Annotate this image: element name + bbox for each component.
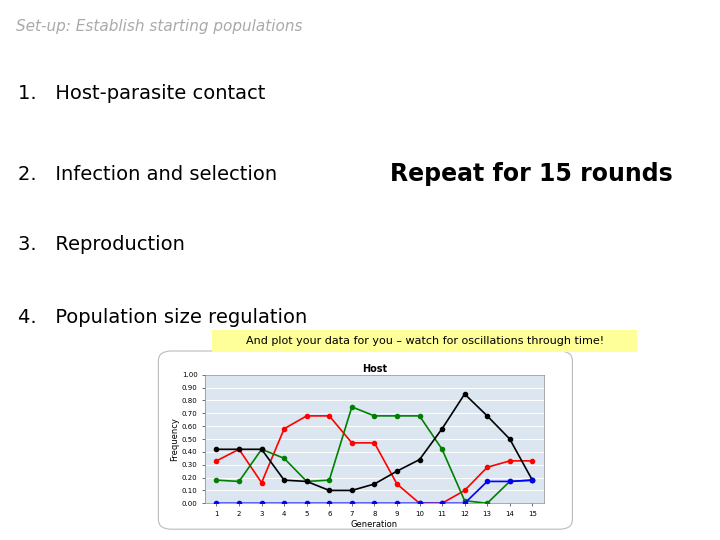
X-axis label: Generation: Generation	[351, 519, 398, 529]
Y-axis label: Frequency: Frequency	[170, 417, 179, 461]
Text: Repeat for 15 rounds: Repeat for 15 rounds	[390, 162, 673, 186]
Text: 2.   Infection and selection: 2. Infection and selection	[18, 165, 277, 184]
Text: 1.   Host-parasite contact: 1. Host-parasite contact	[18, 84, 266, 103]
Text: And plot your data for you – watch for oscillations through time!: And plot your data for you – watch for o…	[246, 336, 604, 346]
Text: 3.   Reproduction: 3. Reproduction	[18, 235, 185, 254]
Text: 4.   Population size regulation: 4. Population size regulation	[18, 308, 307, 327]
FancyBboxPatch shape	[212, 330, 637, 352]
Title: Host: Host	[362, 364, 387, 374]
Text: Set-up: Establish starting populations: Set-up: Establish starting populations	[16, 19, 302, 34]
